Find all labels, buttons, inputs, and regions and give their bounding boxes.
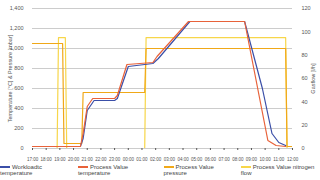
svg-text:10:00: 10:00 — [259, 157, 271, 162]
svg-text:400: 400 — [14, 105, 23, 111]
svg-text:1,400: 1,400 — [10, 5, 24, 11]
svg-text:1,000: 1,000 — [9, 45, 24, 52]
svg-text:18:00: 18:00 — [41, 157, 53, 162]
svg-text:02:00: 02:00 — [150, 157, 162, 162]
svg-text:800: 800 — [14, 65, 23, 71]
svg-text:11:00: 11:00 — [273, 157, 284, 162]
svg-text:600: 600 — [14, 85, 23, 91]
svg-text:20:00: 20:00 — [68, 157, 80, 162]
html-text:Workloadtc temperature: Workloadtc temperature — [0, 164, 42, 176]
svg-text:120: 120 — [302, 5, 311, 11]
svg-text:40: 40 — [302, 99, 308, 105]
svg-text:03:00: 03:00 — [164, 157, 176, 162]
svg-text:06:00: 06:00 — [205, 157, 217, 162]
svg-text:09:00: 09:00 — [246, 157, 258, 162]
svg-text:05:00: 05:00 — [191, 157, 203, 162]
svg-text:07:00: 07:00 — [218, 157, 230, 162]
svg-text:01:00: 01:00 — [136, 157, 148, 162]
svg-text:100: 100 — [302, 29, 311, 35]
svg-text:1,200: 1,200 — [10, 25, 24, 31]
svg-text:22:00: 22:00 — [95, 157, 107, 162]
svg-text:200: 200 — [14, 125, 23, 131]
svg-text:Gasflow [l/h]: Gasflow [l/h] — [310, 63, 316, 94]
svg-text:08:00: 08:00 — [232, 157, 244, 162]
svg-text:0: 0 — [20, 145, 23, 151]
svg-text:04:00: 04:00 — [177, 157, 189, 162]
svg-text:12:00: 12:00 — [287, 157, 299, 162]
svg-text:23:00: 23:00 — [109, 157, 121, 162]
svg-text:0: 0 — [302, 145, 305, 151]
svg-text:60: 60 — [302, 75, 308, 81]
html-text:Process Value nitrogen flow: Process Value nitrogen flow — [240, 164, 315, 176]
svg-text:21:00: 21:00 — [82, 157, 94, 162]
svg-text:17:00: 17:00 — [27, 157, 39, 162]
svg-text:80: 80 — [302, 52, 308, 58]
svg-text:19:00: 19:00 — [54, 157, 66, 162]
svg-text:00:00: 00:00 — [123, 157, 135, 162]
svg-text:20: 20 — [302, 122, 308, 128]
html-text:Process Value temperature: Process Value temperature — [77, 164, 129, 176]
svg-text:Temperature [°C] & Pressure [m: Temperature [°C] & Pressure [mbar] — [7, 34, 13, 122]
html-text:Process Value pressure: Process Value pressure — [163, 164, 214, 176]
